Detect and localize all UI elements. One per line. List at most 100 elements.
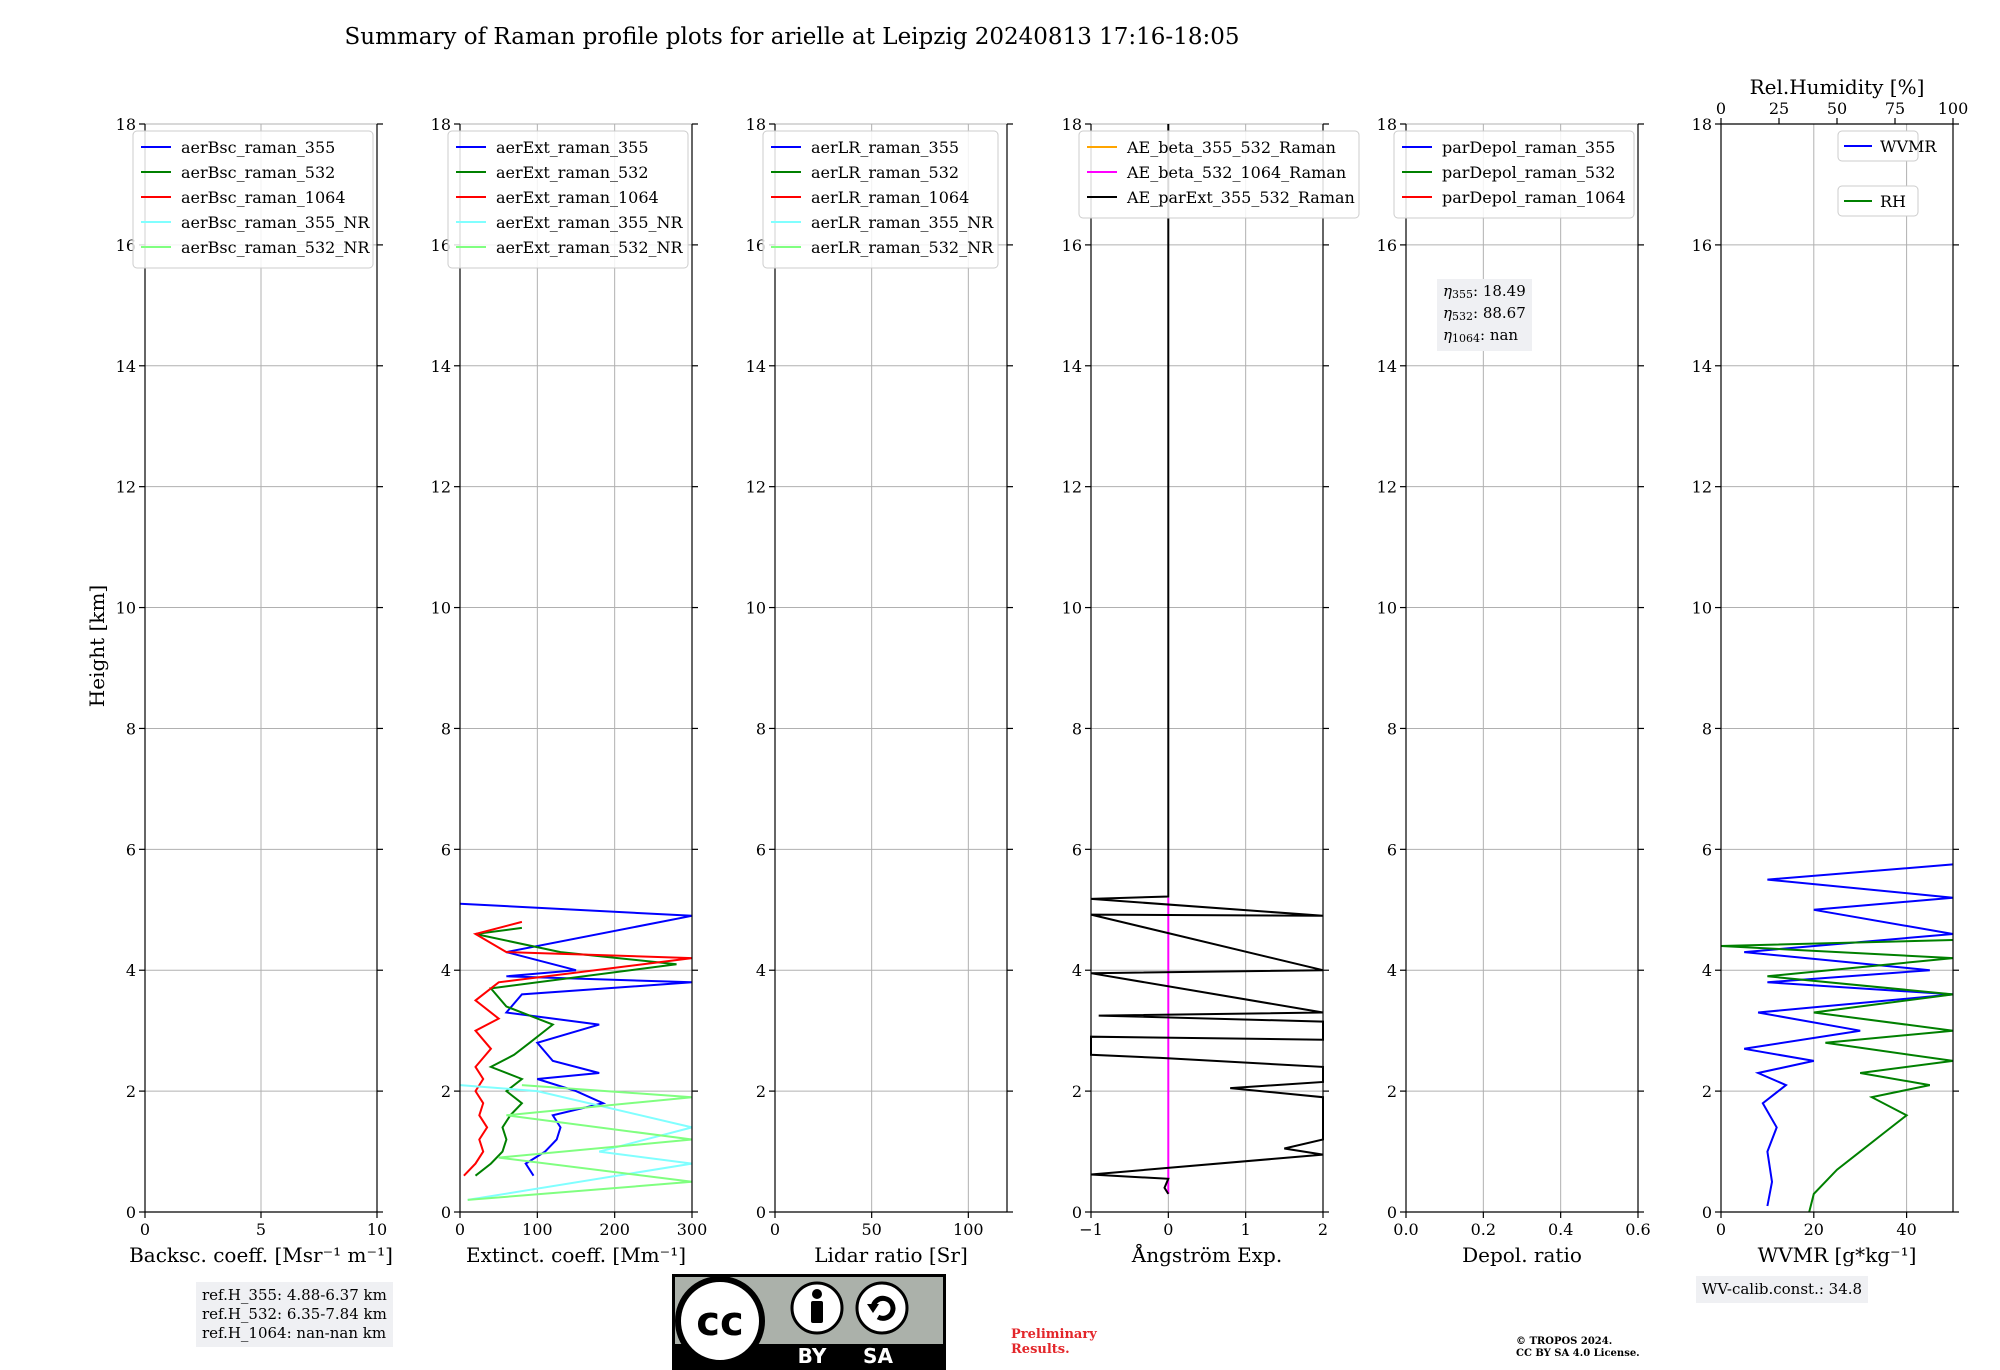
y-tick-label: 0 bbox=[756, 1203, 766, 1222]
wv-calibration-box: WV-calib.const.: 34.8 bbox=[1696, 1276, 1869, 1303]
legend-entry: parDepol_raman_532 bbox=[1442, 163, 1615, 182]
legend-entry: AE_parExt_355_532_Raman bbox=[1126, 188, 1355, 207]
y-tick-label: 0 bbox=[1387, 1203, 1397, 1222]
x-axis-label: Ångström Exp. bbox=[1131, 1242, 1282, 1267]
x-axis-label: Depol. ratio bbox=[1462, 1243, 1582, 1267]
x-axis-label: WVMR [g*kg⁻¹] bbox=[1758, 1243, 1917, 1267]
y-tick-label: 16 bbox=[1692, 236, 1712, 255]
x-tick-label: 50 bbox=[861, 1220, 881, 1239]
y-tick-label: 4 bbox=[756, 961, 766, 980]
ref-height-532: ref.H_532: 6.35-7.84 km bbox=[202, 1305, 387, 1323]
x-tick-label: 40 bbox=[1896, 1220, 1916, 1239]
preliminary-results-note: Preliminary Results. bbox=[1011, 1327, 1097, 1357]
series-line-RH bbox=[1720, 939, 1954, 1213]
x-tick-label: −1 bbox=[1079, 1220, 1103, 1239]
x-tick-label: 200 bbox=[599, 1220, 630, 1239]
x2-tick-label: 50 bbox=[1827, 99, 1847, 118]
eta-532: η532: 88.67 bbox=[1443, 304, 1526, 323]
series-line-aerExt_raman_355_NR bbox=[459, 1084, 693, 1201]
figure-title: Summary of Raman profile plots for ariel… bbox=[345, 24, 1240, 50]
x-tick-label: 300 bbox=[677, 1220, 708, 1239]
y-tick-label: 18 bbox=[1692, 115, 1712, 134]
y-tick-label: 4 bbox=[126, 961, 136, 980]
y-tick-label: 4 bbox=[1702, 961, 1712, 980]
y-tick-label: 14 bbox=[746, 357, 766, 376]
y-tick-label: 4 bbox=[1072, 961, 1082, 980]
y-tick-label: 6 bbox=[1702, 840, 1712, 859]
y-tick-label: 12 bbox=[431, 478, 451, 497]
ref-height-1064: ref.H_1064: nan-nan km bbox=[202, 1324, 387, 1342]
x-tick-label: 0.4 bbox=[1548, 1220, 1573, 1239]
x-tick-label: 0 bbox=[140, 1220, 150, 1239]
x2-tick-label: 100 bbox=[1938, 99, 1969, 118]
legend-entry: aerBsc_raman_355_NR bbox=[181, 213, 370, 232]
series-line-AE_parExt_355_532_Raman bbox=[1090, 124, 1324, 1195]
y-tick-label: 6 bbox=[126, 840, 136, 859]
x2-axis-label: Rel.Humidity [%] bbox=[1750, 75, 1925, 99]
legend-entry: aerLR_raman_532_NR bbox=[811, 238, 994, 257]
x-tick-label: 5 bbox=[256, 1220, 266, 1239]
y-tick-label: 8 bbox=[1702, 719, 1712, 738]
legend-box bbox=[1837, 185, 1919, 217]
y-tick-label: 14 bbox=[1377, 357, 1397, 376]
share-alike-icon bbox=[855, 1281, 909, 1335]
y-tick-label: 12 bbox=[116, 478, 136, 497]
legend-entry: aerExt_raman_532_NR bbox=[496, 238, 684, 257]
series-line-WVMR bbox=[1744, 863, 1954, 1207]
panel-5: 0 2 4 6 8 10 12 14 16 18 0.0 0.2 0.4 0.6 Depol. ratio p… bbox=[1377, 115, 1651, 1267]
y-tick-label: 16 bbox=[431, 236, 451, 255]
x-tick-label: 0 bbox=[1716, 1220, 1726, 1239]
legend-entry: AE_beta_355_532_Raman bbox=[1126, 138, 1336, 157]
y-tick-label: 18 bbox=[431, 115, 451, 134]
legend-entry: aerLR_raman_1064 bbox=[811, 188, 969, 207]
y-tick-label: 18 bbox=[746, 115, 766, 134]
y-tick-label: 10 bbox=[1377, 599, 1397, 618]
panel-1: 0 2 4 6 8 10 12 14 16 18 0 5 10 Backsc. coeff. [Msr⁻¹… bbox=[116, 115, 393, 1267]
y-tick-label: 8 bbox=[1387, 719, 1397, 738]
legend-entry: aerBsc_raman_355 bbox=[181, 138, 335, 157]
x-tick-label: 0.2 bbox=[1471, 1220, 1496, 1239]
x2-tick-label: 75 bbox=[1885, 99, 1905, 118]
ref-height-355: ref.H_355: 4.88-6.37 km bbox=[202, 1286, 387, 1304]
legend-entry: parDepol_raman_1064 bbox=[1442, 188, 1626, 207]
copyright-notice: © TROPOS 2024. CC BY SA 4.0 License. bbox=[1516, 1336, 1640, 1359]
x-axis-label: Extinct. coeff. [Mm⁻¹] bbox=[466, 1243, 686, 1267]
wv-calibration-constant: WV-calib.const.: 34.8 bbox=[1702, 1280, 1863, 1298]
legend-entry: aerBsc_raman_1064 bbox=[181, 188, 346, 207]
x-tick-label: 2 bbox=[1318, 1220, 1328, 1239]
y-tick-label: 8 bbox=[756, 719, 766, 738]
y-tick-label: 10 bbox=[746, 599, 766, 618]
legend-entry: aerExt_raman_355 bbox=[496, 138, 649, 157]
legend-entry: aerBsc_raman_532 bbox=[181, 163, 335, 182]
legend-box bbox=[132, 130, 374, 269]
cc-by-label: BY bbox=[798, 1344, 827, 1368]
legend-box bbox=[1837, 130, 1919, 162]
y-tick-label: 8 bbox=[441, 719, 451, 738]
legend-entry: aerExt_raman_355_NR bbox=[496, 213, 684, 232]
y-tick-label: 12 bbox=[746, 478, 766, 497]
legend-box bbox=[447, 130, 689, 269]
x-tick-label: 20 bbox=[1804, 1220, 1824, 1239]
legend-box bbox=[1078, 130, 1360, 219]
x-tick-label: 100 bbox=[522, 1220, 553, 1239]
y-tick-label: 16 bbox=[116, 236, 136, 255]
cc-mark: cc bbox=[696, 1299, 743, 1345]
y-tick-label: 2 bbox=[1387, 1082, 1397, 1101]
y-tick-label: 14 bbox=[1692, 357, 1712, 376]
y-tick-label: 0 bbox=[441, 1203, 451, 1222]
legend-entry: aerExt_raman_1064 bbox=[496, 188, 659, 207]
legend-entry: RH bbox=[1880, 192, 1906, 211]
y-tick-label: 14 bbox=[1062, 357, 1082, 376]
y-tick-label: 8 bbox=[1072, 719, 1082, 738]
y-tick-label: 14 bbox=[431, 357, 451, 376]
x2-tick-label: 0 bbox=[1716, 99, 1726, 118]
y-tick-label: 16 bbox=[1062, 236, 1082, 255]
cc-by-sa-badge: cc BY SA bbox=[672, 1274, 946, 1370]
x-tick-label: 0 bbox=[455, 1220, 465, 1239]
y-tick-label: 16 bbox=[746, 236, 766, 255]
x2-tick-label: 25 bbox=[1769, 99, 1789, 118]
eta-box: η355: 18.49 η532: 88.67 η1064: nan bbox=[1437, 279, 1532, 351]
y-tick-label: 2 bbox=[441, 1082, 451, 1101]
legend-entry: aerBsc_raman_532_NR bbox=[181, 238, 370, 257]
legend-entry: aerLR_raman_355_NR bbox=[811, 213, 994, 232]
